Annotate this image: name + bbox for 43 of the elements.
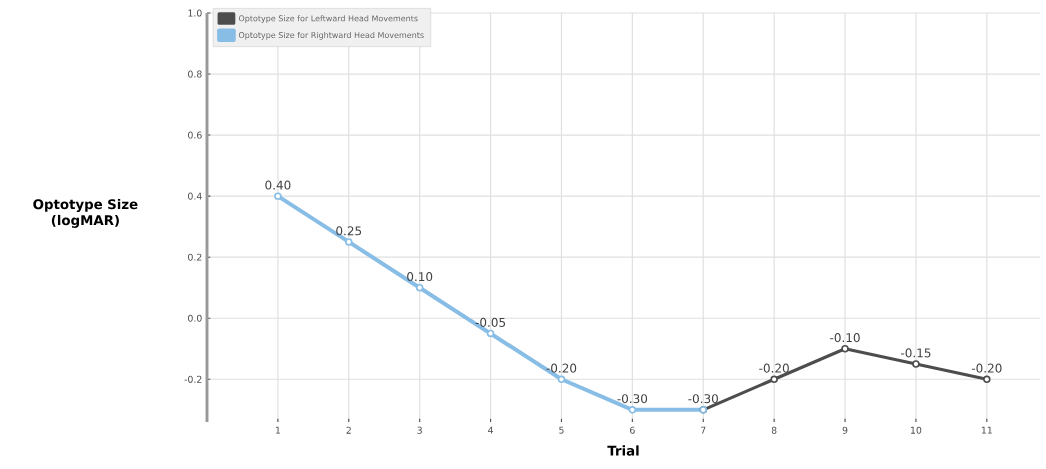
x-tick-label: 5	[559, 426, 564, 434]
y-tick-label: -0.2	[184, 375, 202, 383]
y-tick-label: 0.2	[188, 253, 202, 261]
x-tick-label: 1	[275, 426, 281, 434]
x-tick-label: 4	[488, 426, 494, 434]
y-tick-label: 0.0	[188, 314, 202, 322]
x-tick-label: 3	[417, 426, 422, 434]
point	[557, 375, 566, 383]
data-label: 0.25	[336, 226, 362, 236]
point	[841, 345, 849, 353]
y-tick-label: 0.8	[188, 70, 202, 78]
point	[486, 329, 495, 338]
data-label: -0.20	[546, 363, 577, 373]
data-label: -0.20	[971, 363, 1002, 373]
x-tick-label: 9	[842, 426, 848, 434]
point	[628, 406, 637, 414]
y-axis-title: Optotype Size (logMAR)	[33, 198, 138, 228]
data-label: 0.10	[407, 272, 433, 282]
x-tick-label: 7	[701, 426, 706, 434]
x-tick-label: 6	[630, 426, 635, 434]
point	[983, 375, 991, 383]
x-axis-title: Trial	[607, 445, 639, 456]
x-tick-label: 2	[346, 426, 351, 434]
point	[345, 238, 353, 246]
data-label: -0.15	[901, 348, 931, 358]
point	[274, 192, 282, 200]
x-tick-label: 11	[981, 426, 992, 434]
x-tick-label: 10	[911, 426, 922, 434]
y-tick-label: 0.6	[188, 131, 202, 139]
data-label: -0.20	[759, 363, 789, 373]
y-tick-label: 1.0	[188, 9, 202, 17]
x-tick-label: 8	[771, 426, 777, 434]
point	[415, 283, 424, 292]
point	[770, 375, 778, 383]
point	[912, 360, 920, 368]
data-label: -0.30	[617, 394, 648, 404]
data-label: 0.40	[265, 180, 291, 190]
data-label: -0.05	[475, 317, 506, 327]
data-label: -0.10	[830, 333, 860, 343]
y-tick-label: 0.4	[188, 192, 202, 200]
legend-label: Optotype Size for Rightward Head Movements	[238, 31, 424, 40]
data-label: -0.30	[688, 394, 718, 404]
legend-label: Optotype Size for Leftward Head Movements	[238, 15, 418, 23]
